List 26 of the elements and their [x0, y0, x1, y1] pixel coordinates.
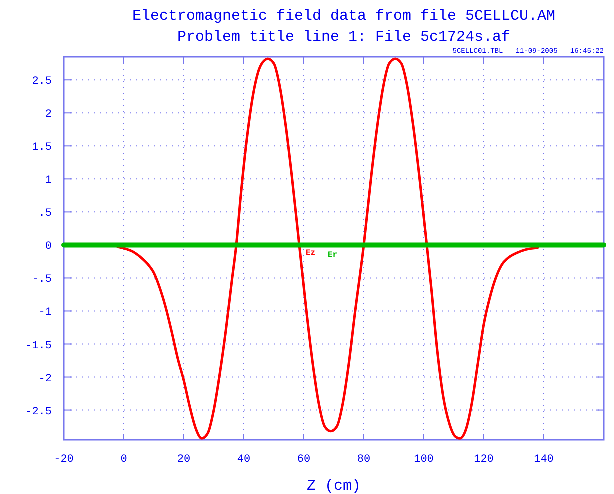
y-tick-label: 1.5 — [32, 142, 52, 154]
x-axis-title: Z (cm) — [306, 478, 362, 494]
x-tick-label: 0 — [120, 454, 128, 466]
y-tick-label: .5 — [38, 208, 52, 220]
x-tick-label: 120 — [474, 454, 494, 466]
y-tick-label: 2.5 — [32, 76, 52, 88]
series-label: Er — [328, 251, 338, 260]
x-tick-label: -20 — [54, 454, 74, 466]
y-tick-label: -2.5 — [26, 406, 52, 418]
y-tick-label: 2 — [45, 109, 52, 122]
x-tick-label: 20 — [177, 454, 191, 466]
y-tick-label: -.5 — [32, 274, 52, 286]
chart-subtitle: Problem title line 1: File 5c1724s.af — [177, 29, 511, 46]
x-tick-label: 80 — [357, 454, 371, 466]
chart-title: Electromagnetic field data from file 5CELLCU.AM — [132, 8, 556, 25]
y-tick-label: -2 — [38, 373, 52, 386]
series-label: Ez — [306, 249, 316, 258]
x-tick-label: 60 — [297, 454, 311, 466]
y-tick-label: -1 — [38, 307, 52, 320]
y-tick-label: 0 — [45, 241, 52, 254]
x-tick-label: 40 — [237, 454, 251, 466]
y-tick-label: -1.5 — [26, 340, 52, 352]
line-series — [116, 58, 540, 440]
x-tick-label: 100 — [414, 454, 434, 466]
x-tick-label: 140 — [534, 454, 554, 466]
y-tick-label: 1 — [45, 175, 52, 188]
